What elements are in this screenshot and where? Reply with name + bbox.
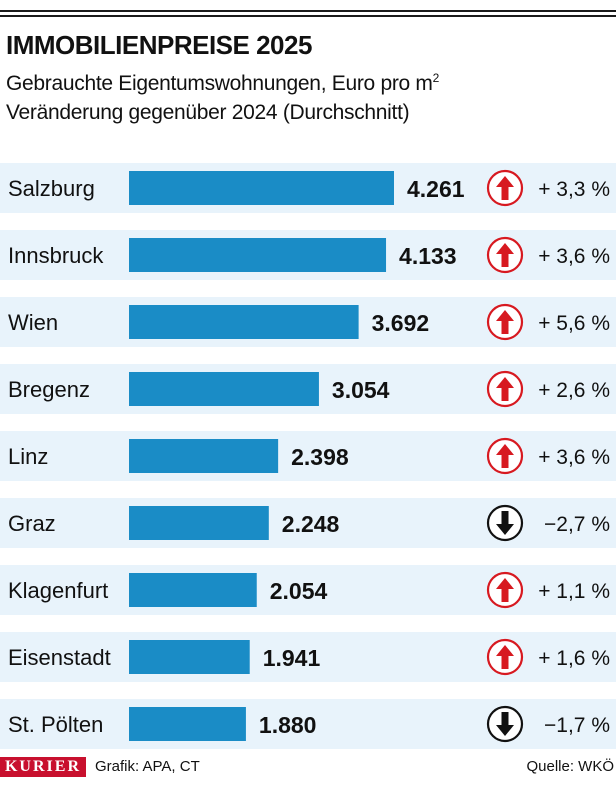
chart-subtitle-line1: Gebrauchte Eigentumswohnungen, Euro pro …: [6, 71, 439, 96]
arrow-down-icon: [496, 511, 514, 535]
bar: [129, 506, 269, 540]
change-label: + 1,1 %: [538, 580, 610, 603]
change-label: + 2,6 %: [538, 379, 610, 402]
value-label: 4.133: [399, 243, 457, 269]
value-label: 3.054: [332, 377, 390, 403]
subtitle-superscript: 2: [432, 71, 440, 85]
bar: [129, 372, 319, 406]
bar: [129, 573, 257, 607]
bar: [129, 439, 279, 473]
bar: [129, 640, 250, 674]
value-label: 1.941: [263, 645, 321, 671]
category-label: Bregenz: [8, 377, 90, 402]
arrow-up-icon: [496, 578, 514, 602]
category-label: Graz: [8, 511, 56, 536]
value-label: 2.398: [291, 444, 349, 470]
subtitle-text: Gebrauchte Eigentumswohnungen, Euro pro …: [6, 72, 433, 95]
category-label: Eisenstadt: [8, 645, 111, 670]
category-label: Klagenfurt: [8, 578, 108, 603]
change-label: + 3,6 %: [538, 245, 610, 268]
graphic-credit: Grafik: APA, CT: [95, 758, 200, 775]
bar: [129, 305, 359, 339]
change-label: + 5,6 %: [538, 312, 610, 335]
category-label: Linz: [8, 444, 48, 469]
change-label: −2,7 %: [544, 513, 610, 536]
category-label: Wien: [8, 310, 58, 335]
data-source: Quelle: WKÖ: [526, 758, 614, 775]
change-label: + 3,3 %: [538, 178, 610, 201]
chart-title: IMMOBILIENPREISE 2025: [6, 30, 312, 60]
value-label: 2.054: [270, 578, 328, 604]
arrow-down-icon: [496, 712, 514, 736]
category-label: St. Pölten: [8, 712, 103, 737]
change-label: + 3,6 %: [538, 446, 610, 469]
arrow-up-icon: [496, 176, 514, 200]
bar-chart: Salzburg 4.261 + 3,3 % Innsbruck 4.133 + 3,6 …: [0, 163, 616, 749]
chart-subtitle-line2: Veränderung gegenüber 2024 (Durchschnitt…: [6, 101, 410, 124]
change-label: −1,7 %: [544, 714, 610, 737]
value-label: 1.880: [259, 712, 317, 738]
value-label: 2.248: [282, 511, 340, 537]
bar: [129, 707, 246, 741]
value-label: 3.692: [372, 310, 430, 336]
value-label: 4.261: [407, 176, 465, 202]
kurier-logo: KURIER: [0, 757, 86, 777]
arrow-up-icon: [496, 645, 514, 669]
arrow-up-icon: [496, 377, 514, 401]
category-label: Salzburg: [8, 176, 95, 201]
top-rule-1: [0, 10, 616, 12]
arrow-up-icon: [496, 243, 514, 267]
arrow-up-icon: [496, 310, 514, 334]
bar: [129, 171, 394, 205]
change-label: + 1,6 %: [538, 647, 610, 670]
arrow-up-icon: [496, 444, 514, 468]
footer: KURIER Grafik: APA, CT Quelle: WKÖ: [0, 757, 616, 805]
bar: [129, 238, 387, 272]
top-rule-2: [0, 15, 616, 17]
category-label: Innsbruck: [8, 243, 104, 268]
